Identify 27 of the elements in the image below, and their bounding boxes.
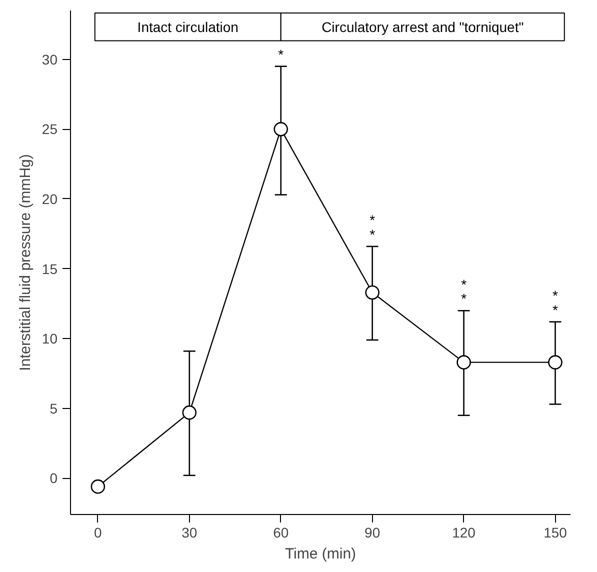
y-tick-label: 0 xyxy=(50,470,58,486)
point xyxy=(90,479,106,494)
band-label: Circulatory arrest and "torniquet" xyxy=(322,18,524,35)
annotation: * * xyxy=(552,287,559,318)
x-tick-label: 30 xyxy=(182,524,198,540)
point xyxy=(548,355,562,370)
x-tick-label: 0 xyxy=(94,524,102,540)
y-tick-label: 30 xyxy=(42,51,58,68)
y-tick-label: 25 xyxy=(42,121,58,138)
annotation: * * xyxy=(370,212,376,242)
x-tick-label: 60 xyxy=(273,524,289,540)
y-tick-label: 10 xyxy=(42,330,58,347)
x-tick-label: 150 xyxy=(544,524,568,540)
annotation: * * xyxy=(461,276,468,307)
x-tick-label: 120 xyxy=(452,524,476,540)
y-axis-title: Interstitial fluid pressure (mmHg) xyxy=(16,154,34,371)
point xyxy=(365,285,380,300)
point xyxy=(182,405,197,420)
point xyxy=(274,122,288,136)
x-axis-title: Time (min) xyxy=(284,546,356,562)
y-tick-label: 5 xyxy=(50,400,58,416)
x-tick-label: 90 xyxy=(364,524,380,540)
band-label: Intact circulation xyxy=(137,18,238,35)
annotation: * xyxy=(278,46,284,62)
y-tick-label: 15 xyxy=(42,260,58,277)
y-tick-label: 20 xyxy=(42,190,58,207)
point xyxy=(456,355,471,370)
